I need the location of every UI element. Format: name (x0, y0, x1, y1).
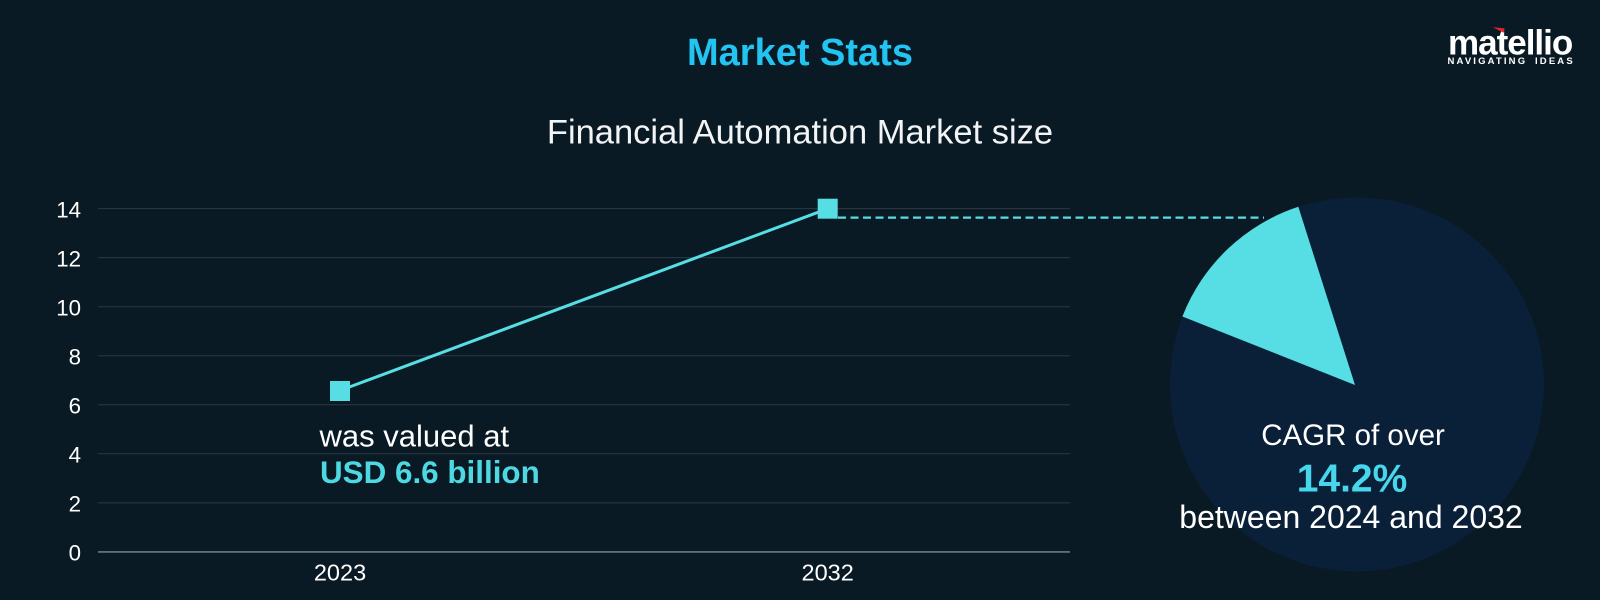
svg-text:2: 2 (69, 492, 81, 517)
svg-text:10: 10 (56, 296, 81, 321)
svg-text:0: 0 (69, 541, 81, 566)
svg-text:Market Stats: Market Stats (687, 32, 913, 74)
svg-text:Financial Automation Market si: Financial Automation Market size (547, 114, 1053, 152)
svg-text:was valued at: was valued at (319, 418, 510, 453)
svg-text:4: 4 (69, 443, 81, 468)
svg-text:matellio: matellio (1448, 24, 1573, 63)
svg-text:2032: 2032 (802, 560, 854, 586)
svg-text:2023: 2023 (314, 560, 366, 586)
svg-text:12: 12 (56, 246, 81, 271)
svg-text:14: 14 (56, 197, 81, 222)
svg-text:CAGR of over: CAGR of over (1261, 419, 1445, 452)
svg-text:8: 8 (69, 345, 81, 370)
svg-text:6: 6 (69, 394, 81, 419)
svg-text:14.2%: 14.2% (1297, 458, 1408, 501)
svg-text:between 2024 and 2032: between 2024 and 2032 (1179, 499, 1522, 535)
svg-text:USD 6.6 billion: USD 6.6 billion (320, 455, 540, 490)
svg-text:NAVIGATING IDEAS: NAVIGATING IDEAS (1448, 56, 1575, 67)
